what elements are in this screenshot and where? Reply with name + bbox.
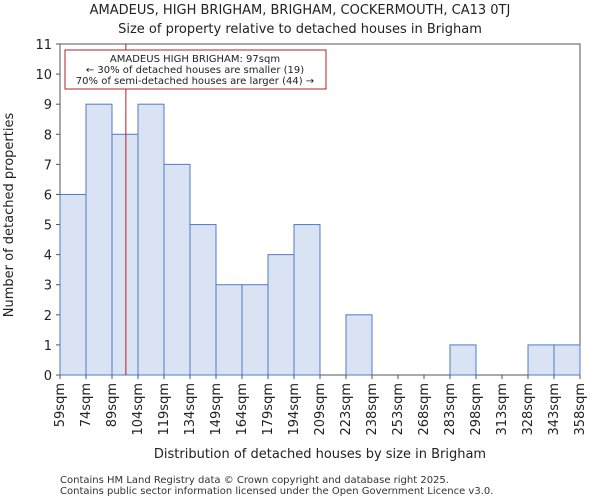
bar-194sqm: [293, 224, 321, 376]
annotation-line-3: 70% of semi-detached houses are larger (…: [76, 76, 314, 87]
y-tick-label: 7: [44, 158, 52, 173]
x-tick-label: 134sqm: [183, 383, 198, 436]
bar-343sqm: [553, 344, 581, 376]
x-tick-label: 268sqm: [417, 383, 432, 436]
x-tick-label: 238sqm: [365, 383, 380, 436]
x-tick-label: 313sqm: [495, 383, 510, 436]
x-tick-label: 104sqm: [131, 383, 146, 436]
bar-328sqm: [527, 344, 555, 376]
x-tick-label: 328sqm: [521, 383, 536, 436]
bar-89sqm: [111, 133, 139, 376]
y-tick-label: 2: [44, 309, 52, 324]
bar-164sqm: [241, 284, 269, 376]
x-tick-label: 209sqm: [313, 383, 328, 436]
x-tick-label: 194sqm: [287, 383, 302, 436]
bar-104sqm: [137, 103, 165, 376]
x-axis-ticks: 59sqm 74sqm 89sqm 104sqm 119sqm 134sqm 149sqm 1…: [53, 375, 588, 436]
y-tick-label: 9: [44, 98, 52, 113]
x-tick-label: 164sqm: [235, 383, 250, 436]
annotation-line-1: AMADEUS HIGH BRIGHAM: 97sqm: [110, 54, 280, 65]
y-tick-label: 10: [35, 68, 52, 83]
y-tick-label: 3: [44, 279, 52, 294]
annotation-line-2: ← 30% of detached houses are smaller (19…: [86, 65, 304, 76]
y-tick-label: 1: [44, 339, 52, 354]
footer-line-2: Contains public sector information licen…: [60, 486, 493, 497]
x-tick-label: 253sqm: [391, 383, 406, 436]
y-tick-label: 0: [44, 369, 52, 384]
x-tick-label: 298sqm: [469, 383, 484, 436]
x-tick-label: 119sqm: [157, 383, 172, 436]
bar-74sqm: [85, 103, 113, 376]
chart-title: AMADEUS, HIGH BRIGHAM, BRIGHAM, COCKERMO…: [90, 3, 511, 18]
annotation-box: AMADEUS HIGH BRIGHAM: 97sqm ← 30% of det…: [64, 49, 327, 90]
bar-134sqm: [189, 224, 217, 376]
x-tick-label: 59sqm: [53, 383, 68, 427]
x-axis-label: Distribution of detached houses by size …: [154, 447, 486, 462]
y-tick-label: 8: [44, 128, 52, 143]
bar-223sqm: [345, 314, 373, 376]
footer-line-1: Contains HM Land Registry data © Crown c…: [60, 475, 449, 486]
y-axis-ticks: 0 1 2 3 4 5 6 7 8 9 10 11: [35, 38, 60, 384]
bar-149sqm: [215, 284, 243, 376]
y-tick-label: 5: [44, 219, 52, 234]
x-tick-label: 89sqm: [105, 383, 120, 427]
chart-subtitle: Size of property relative to detached ho…: [118, 22, 482, 37]
x-tick-label: 343sqm: [547, 383, 562, 436]
x-tick-label: 149sqm: [209, 383, 224, 436]
y-axis-label: Number of detached properties: [2, 113, 17, 318]
bar-59sqm: [59, 193, 87, 376]
bar-119sqm: [163, 163, 191, 376]
x-tick-label: 179sqm: [261, 383, 276, 436]
x-tick-label: 283sqm: [443, 383, 458, 436]
y-tick-label: 4: [44, 249, 52, 264]
x-tick-label: 74sqm: [79, 383, 94, 427]
bars: [59, 103, 581, 376]
y-tick-label: 11: [35, 38, 52, 53]
x-tick-label: 358sqm: [573, 383, 588, 436]
y-tick-label: 6: [44, 188, 52, 203]
bar-179sqm: [267, 254, 295, 376]
x-tick-label: 223sqm: [339, 383, 354, 436]
bar-283sqm: [449, 344, 477, 376]
